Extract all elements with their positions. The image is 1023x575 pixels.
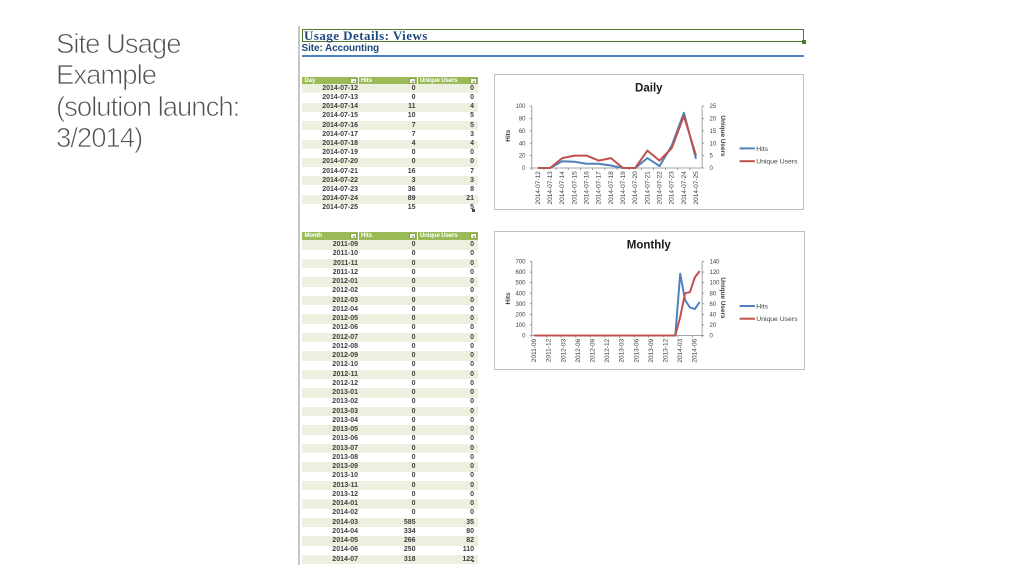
- svg-text:2012-12: 2012-12: [604, 338, 611, 362]
- svg-text:10: 10: [710, 141, 717, 147]
- svg-text:120: 120: [710, 270, 721, 276]
- svg-text:2014-07-23: 2014-07-23: [669, 171, 676, 205]
- svg-text:200: 200: [515, 313, 526, 319]
- svg-text:2014-07-14: 2014-07-14: [559, 171, 566, 205]
- svg-text:20: 20: [519, 154, 526, 160]
- svg-text:80: 80: [710, 291, 717, 297]
- svg-text:2014-07-19: 2014-07-19: [620, 171, 627, 205]
- svg-text:100: 100: [710, 281, 721, 287]
- svg-text:0: 0: [522, 334, 526, 340]
- svg-text:2013-03: 2013-03: [619, 338, 626, 362]
- svg-text:2014-07-21: 2014-07-21: [644, 171, 651, 205]
- svg-text:Hits: Hits: [756, 303, 768, 310]
- svg-text:400: 400: [515, 291, 526, 297]
- svg-text:2014-07-24: 2014-07-24: [681, 171, 688, 205]
- svg-text:Hits: Hits: [756, 146, 768, 153]
- svg-text:60: 60: [710, 302, 717, 308]
- svg-text:140: 140: [710, 260, 721, 266]
- svg-text:Daily: Daily: [635, 82, 663, 94]
- svg-text:2011-09: 2011-09: [531, 338, 538, 362]
- svg-text:2014-07-13: 2014-07-13: [547, 171, 554, 205]
- svg-text:2012-06: 2012-06: [575, 338, 582, 362]
- svg-text:20: 20: [710, 323, 717, 329]
- svg-text:2013-06: 2013-06: [633, 338, 640, 362]
- svg-text:Monthly: Monthly: [627, 239, 672, 251]
- svg-text:40: 40: [710, 313, 717, 319]
- svg-text:2011-12: 2011-12: [546, 338, 553, 362]
- svg-text:500: 500: [515, 281, 526, 287]
- svg-text:40: 40: [519, 141, 526, 147]
- svg-text:Unique Users: Unique Users: [756, 316, 798, 323]
- svg-text:80: 80: [519, 117, 526, 123]
- svg-text:2014-07-12: 2014-07-12: [535, 171, 542, 205]
- svg-text:Hits: Hits: [505, 292, 512, 305]
- svg-text:2012-09: 2012-09: [590, 338, 597, 362]
- svg-text:2014-07-25: 2014-07-25: [693, 171, 700, 205]
- svg-text:2014-07-18: 2014-07-18: [608, 171, 615, 205]
- svg-text:0: 0: [522, 166, 526, 172]
- svg-text:100: 100: [515, 104, 526, 110]
- svg-text:0: 0: [710, 334, 714, 340]
- svg-text:Unique Users: Unique Users: [719, 115, 726, 157]
- svg-text:2014-07-16: 2014-07-16: [583, 171, 590, 205]
- svg-text:300: 300: [515, 302, 526, 308]
- svg-text:Hits: Hits: [505, 129, 512, 142]
- svg-text:2013-09: 2013-09: [648, 338, 655, 362]
- svg-text:100: 100: [515, 323, 526, 329]
- svg-text:2014-07-20: 2014-07-20: [632, 171, 639, 205]
- svg-text:20: 20: [710, 117, 717, 123]
- svg-text:Unique Users: Unique Users: [756, 159, 798, 166]
- svg-text:2014-07-22: 2014-07-22: [656, 171, 663, 205]
- svg-text:15: 15: [710, 129, 717, 135]
- svg-text:2014-07-17: 2014-07-17: [596, 171, 603, 205]
- svg-text:2014-07-15: 2014-07-15: [571, 171, 578, 205]
- svg-text:Unique Users: Unique Users: [719, 277, 726, 319]
- svg-text:25: 25: [710, 104, 717, 110]
- svg-text:2012-03: 2012-03: [560, 338, 567, 362]
- svg-text:600: 600: [515, 270, 526, 276]
- svg-text:2014-06: 2014-06: [692, 338, 699, 362]
- svg-text:0: 0: [710, 166, 714, 172]
- svg-text:2014-03: 2014-03: [677, 338, 684, 362]
- svg-text:5: 5: [710, 154, 714, 160]
- svg-text:60: 60: [519, 129, 526, 135]
- svg-text:700: 700: [515, 260, 526, 266]
- svg-text:2013-12: 2013-12: [663, 338, 670, 362]
